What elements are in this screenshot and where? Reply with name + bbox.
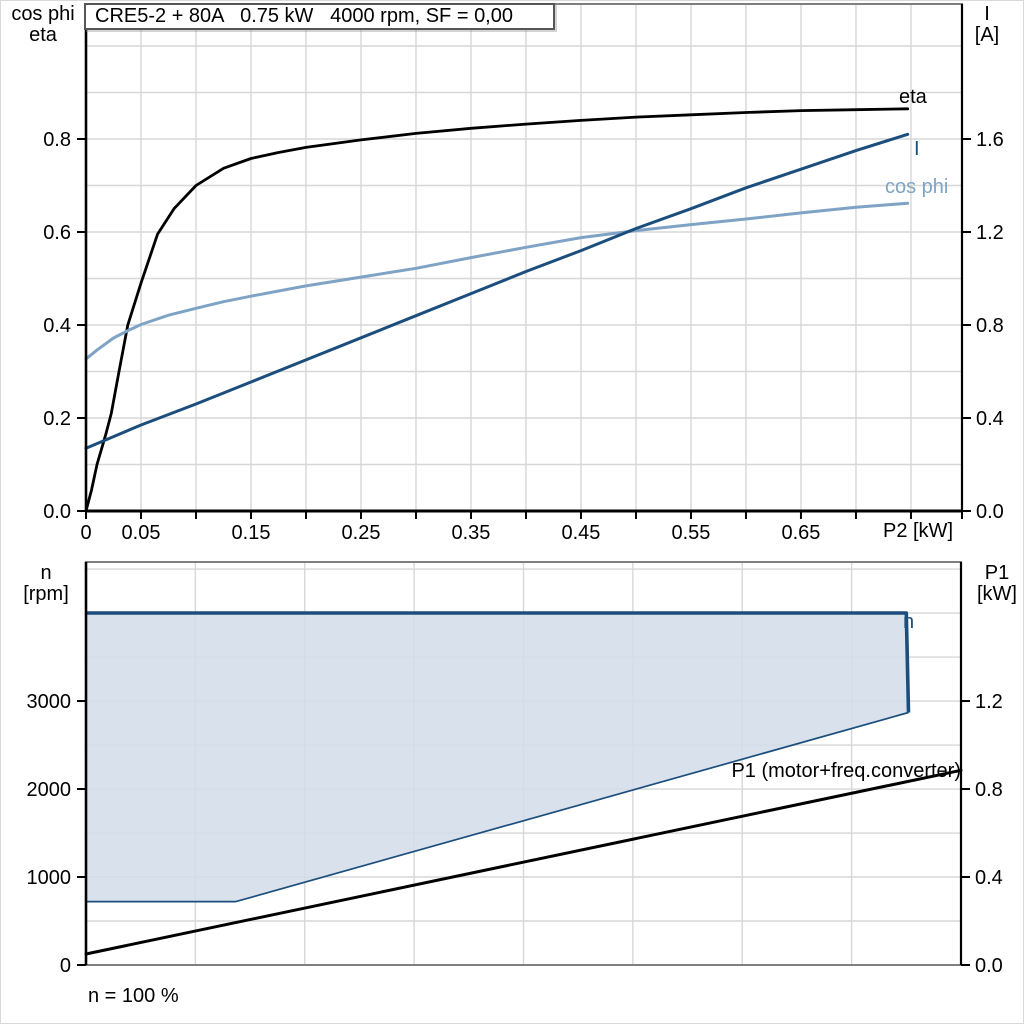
speed-footnote: n = 100 % bbox=[88, 985, 179, 1007]
series-current-I bbox=[84, 132, 910, 450]
left-tick-label: 0.6 bbox=[43, 222, 71, 244]
x-tick-label: 0 bbox=[80, 522, 91, 544]
bottom-right-axis-title: P1 [kW] bbox=[971, 563, 1023, 605]
left-tick-label: 0.2 bbox=[43, 408, 71, 430]
top-right-axis-line2: [A] bbox=[974, 24, 1000, 46]
n-curve-label: n bbox=[903, 611, 915, 633]
x-tick-label: 0.35 bbox=[452, 522, 491, 544]
left-tick-label: 1000 bbox=[27, 867, 72, 889]
bottom-left-axis-line1: n bbox=[40, 562, 52, 584]
p1-curve-label: P1 (motor+freq.converter) bbox=[731, 760, 961, 782]
bottom-left-axis-title: n [rpm] bbox=[17, 563, 75, 605]
right-tick-label: 1.2 bbox=[976, 222, 1004, 244]
min-load-speed-line bbox=[86, 711, 909, 903]
max-speed-line bbox=[86, 611, 911, 713]
bottom-right-axis-line1: P1 bbox=[984, 562, 1010, 584]
speed-range-area bbox=[86, 613, 909, 902]
chart-title-box: CRE5-2 + 80A 0.75 kW 4000 rpm, SF = 0,00 bbox=[84, 3, 555, 30]
series-eta bbox=[84, 107, 910, 513]
left-tick-label: 0.4 bbox=[43, 315, 71, 337]
series-cos-phi bbox=[84, 201, 910, 361]
right-tick-label: 0.8 bbox=[975, 779, 1003, 801]
left-tick-label: 3000 bbox=[27, 691, 72, 713]
top-right-axis-line1: I bbox=[984, 3, 990, 25]
bottom-left-axis-line2: [rpm] bbox=[23, 583, 69, 605]
right-tick-label: 0.8 bbox=[976, 315, 1004, 337]
eta-curve-label: eta bbox=[899, 86, 927, 108]
current-curve-label: I bbox=[914, 138, 920, 160]
right-tick-label: 1.6 bbox=[976, 129, 1004, 151]
top-left-axis-line2: eta bbox=[29, 24, 57, 46]
top-left-axis-title: cos phi eta bbox=[7, 4, 79, 46]
right-tick-label: 1.2 bbox=[975, 691, 1003, 713]
x-tick-label: 0.65 bbox=[781, 522, 820, 544]
x-tick-label: 0.55 bbox=[672, 522, 711, 544]
right-tick-label: 0.0 bbox=[975, 955, 1003, 977]
series-p1-motor-freq-converter bbox=[84, 768, 963, 956]
right-tick-label: 0.0 bbox=[976, 501, 1004, 523]
top-right-axis-title: I [A] bbox=[965, 4, 1009, 46]
top-left-axis-line1: cos phi bbox=[11, 3, 75, 25]
left-tick-label: 0.8 bbox=[43, 129, 71, 151]
cos-phi-curve-label: cos phi bbox=[885, 176, 949, 198]
x-axis-unit-label: P2 [kW] bbox=[882, 520, 953, 542]
x-tick-label: 0.15 bbox=[232, 522, 271, 544]
x-tick-label: 0.25 bbox=[342, 522, 381, 544]
right-tick-label: 0.4 bbox=[975, 867, 1003, 889]
left-tick-label: 0.0 bbox=[43, 501, 71, 523]
right-tick-label: 0.4 bbox=[976, 408, 1004, 430]
left-tick-label: 2000 bbox=[27, 779, 72, 801]
x-tick-label: 0.45 bbox=[562, 522, 601, 544]
x-tick-label: 0.05 bbox=[122, 522, 161, 544]
bottom-right-axis-line2: [kW] bbox=[977, 583, 1017, 605]
left-tick-label: 0 bbox=[60, 955, 71, 977]
